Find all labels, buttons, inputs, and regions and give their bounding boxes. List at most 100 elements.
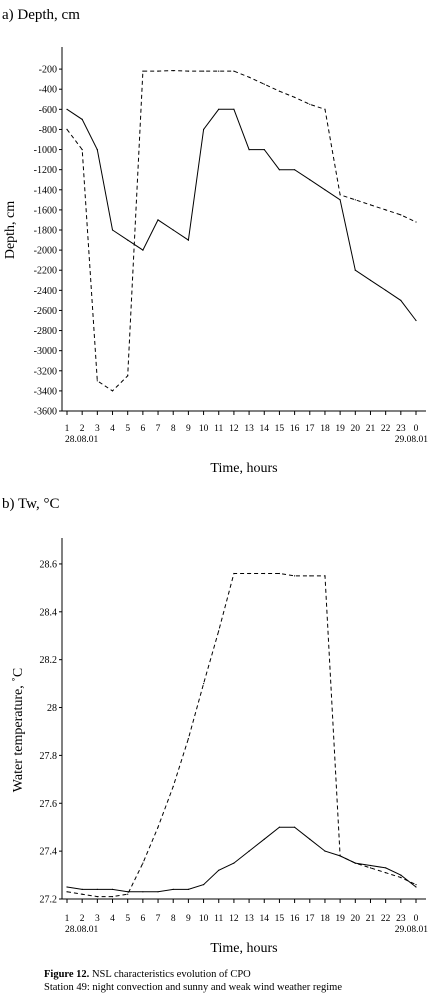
temp-x-tick-label: 7 bbox=[156, 914, 161, 924]
depth-x-tick-label: 5 bbox=[125, 424, 130, 434]
figure-caption: Figure 12. NSL characteristics evolution… bbox=[44, 968, 342, 994]
temp-x-tick-label: 2 bbox=[80, 914, 85, 924]
depth-series-solid-point bbox=[111, 229, 114, 231]
depth-x-tick-label: 1 bbox=[65, 424, 70, 434]
depth-y-tick-label: -1800 bbox=[34, 226, 57, 237]
temp-series-solid-point bbox=[111, 888, 114, 891]
depth-series-dashed-point bbox=[66, 128, 68, 130]
depth-series-solid-point bbox=[400, 299, 402, 301]
temp-x-tick-label: 5 bbox=[125, 914, 130, 924]
depth-y-tick-label: -2400 bbox=[34, 286, 57, 297]
temp-series-dashed-point bbox=[339, 855, 341, 857]
temp-series-dashed-point bbox=[142, 862, 144, 864]
temp-x-tick-label: 1 bbox=[65, 914, 70, 924]
depth-series-dashed-point bbox=[354, 199, 356, 201]
temp-y-tick-label: 27.6 bbox=[40, 799, 58, 810]
depth-x-tick-label: 13 bbox=[244, 424, 254, 434]
depth-y-tick-label: -2200 bbox=[34, 266, 57, 277]
temp-series-solid-point bbox=[400, 874, 402, 876]
temp-series-dashed-point bbox=[172, 785, 174, 788]
depth-series-solid-point bbox=[278, 169, 280, 171]
temp-x-tick-label: 19 bbox=[335, 914, 345, 924]
depth-x-tick-label: 19 bbox=[335, 424, 345, 434]
depth-series-solid-point bbox=[385, 289, 387, 291]
depth-series-solid-point bbox=[233, 108, 235, 110]
temp-x-start-date: 28.08.01 bbox=[65, 925, 99, 935]
depth-y-axis-title: Depth, cm bbox=[3, 201, 18, 259]
temp-series-solid-point bbox=[96, 888, 98, 891]
temp-x-tick-label: 12 bbox=[229, 914, 239, 924]
depth-series-dashed-point bbox=[415, 221, 417, 223]
temp-series-dashed-point bbox=[400, 876, 402, 879]
temp-series-solid-point bbox=[294, 826, 296, 828]
depth-series-solid-point bbox=[81, 118, 83, 120]
depth-x-tick-label: 15 bbox=[275, 424, 285, 434]
depth-x-tick-label: 11 bbox=[214, 424, 223, 434]
depth-y-tick-label: -1400 bbox=[34, 185, 57, 196]
temp-series-solid-point bbox=[233, 862, 235, 864]
temp-x-end-date: 29.08.01 bbox=[395, 925, 429, 935]
temp-y-tick-label: 28.4 bbox=[40, 607, 58, 618]
depth-y-tick-label: -400 bbox=[39, 85, 57, 96]
temp-series-dashed-point bbox=[263, 572, 265, 575]
temp-series-dashed-point bbox=[354, 862, 356, 864]
depth-series-dashed-point bbox=[218, 70, 220, 72]
temp-panel-title: b) Tw, °C bbox=[2, 496, 59, 512]
depth-series-dashed-point bbox=[157, 70, 159, 72]
depth-x-axis-title: Time, hours bbox=[210, 461, 277, 476]
temp-series-dashed-point bbox=[309, 575, 311, 577]
depth-series-dashed-point bbox=[96, 380, 98, 382]
temp-x-tick-label: 13 bbox=[244, 914, 254, 924]
caption-title: NSL characteristics evolution of CPO bbox=[91, 969, 251, 980]
temp-y-tick-label: 27.2 bbox=[40, 895, 58, 906]
depth-y-tick-label: -2600 bbox=[34, 306, 57, 317]
depth-series-solid-line bbox=[66, 108, 417, 321]
temp-series-dashed-point bbox=[187, 738, 189, 740]
temp-series-solid-point bbox=[369, 864, 372, 867]
depth-series-dashed-point bbox=[142, 70, 144, 72]
depth-series-solid-point bbox=[369, 279, 372, 281]
caption-label: Figure 12. bbox=[44, 969, 90, 980]
temp-series-dashed-point bbox=[127, 893, 129, 895]
temp-x-tick-label: 16 bbox=[290, 914, 300, 924]
depth-x-tick-label: 12 bbox=[229, 424, 239, 434]
temp-x-tick-label: 18 bbox=[320, 914, 330, 924]
depth-series-dashed-point bbox=[248, 76, 250, 78]
depth-series-dashed-point bbox=[400, 214, 402, 216]
depth-series-solid-point bbox=[294, 169, 296, 171]
temp-y-tick-label: 28.2 bbox=[40, 655, 58, 666]
temp-x-tick-label: 20 bbox=[351, 914, 361, 924]
temp-series-dashed-point bbox=[385, 872, 387, 874]
depth-series-dashed-point bbox=[309, 103, 311, 105]
depth-series-solid-point bbox=[157, 219, 159, 221]
temp-x-tick-label: 9 bbox=[186, 914, 191, 924]
temp-x-tick-label: 8 bbox=[171, 914, 176, 924]
temp-series-solid-point bbox=[172, 888, 174, 891]
depth-x-tick-label: 7 bbox=[156, 424, 161, 434]
depth-series-solid-point bbox=[324, 189, 326, 191]
depth-series-dashed-point bbox=[278, 90, 280, 92]
depth-series-solid-point bbox=[415, 319, 417, 322]
depth-x-tick-label: 14 bbox=[260, 424, 270, 434]
depth-series-solid-point bbox=[203, 128, 205, 130]
depth-x-end-date: 29.08.01 bbox=[395, 435, 429, 445]
depth-series-solid-point bbox=[354, 269, 356, 271]
temp-series-dashed-point bbox=[415, 884, 417, 886]
temp-x-tick-label: 23 bbox=[396, 914, 406, 924]
temp-series-solid-point bbox=[324, 850, 326, 852]
depth-y-tick-label: -1000 bbox=[34, 145, 57, 156]
temp-series-dashed-point bbox=[248, 572, 250, 575]
temp-series-solid-point bbox=[415, 886, 417, 888]
depth-x-tick-label: 2 bbox=[80, 424, 85, 434]
depth-y-tick-label: -3600 bbox=[34, 407, 57, 418]
temp-y-tick-label: 27.4 bbox=[40, 847, 58, 858]
temp-x-axis-title: Time, hours bbox=[210, 941, 277, 956]
depth-y-tick-label: -3200 bbox=[34, 366, 57, 377]
depth-x-tick-label: 9 bbox=[186, 424, 191, 434]
caption-line-1: Figure 12. NSL characteristics evolution… bbox=[44, 968, 342, 981]
depth-series-dashed-point bbox=[263, 83, 265, 85]
depth-series-solid-point bbox=[172, 229, 174, 231]
depth-series-dashed-point bbox=[324, 108, 326, 110]
caption-subtitle: Station 49: night convection and sunny a… bbox=[44, 982, 343, 993]
